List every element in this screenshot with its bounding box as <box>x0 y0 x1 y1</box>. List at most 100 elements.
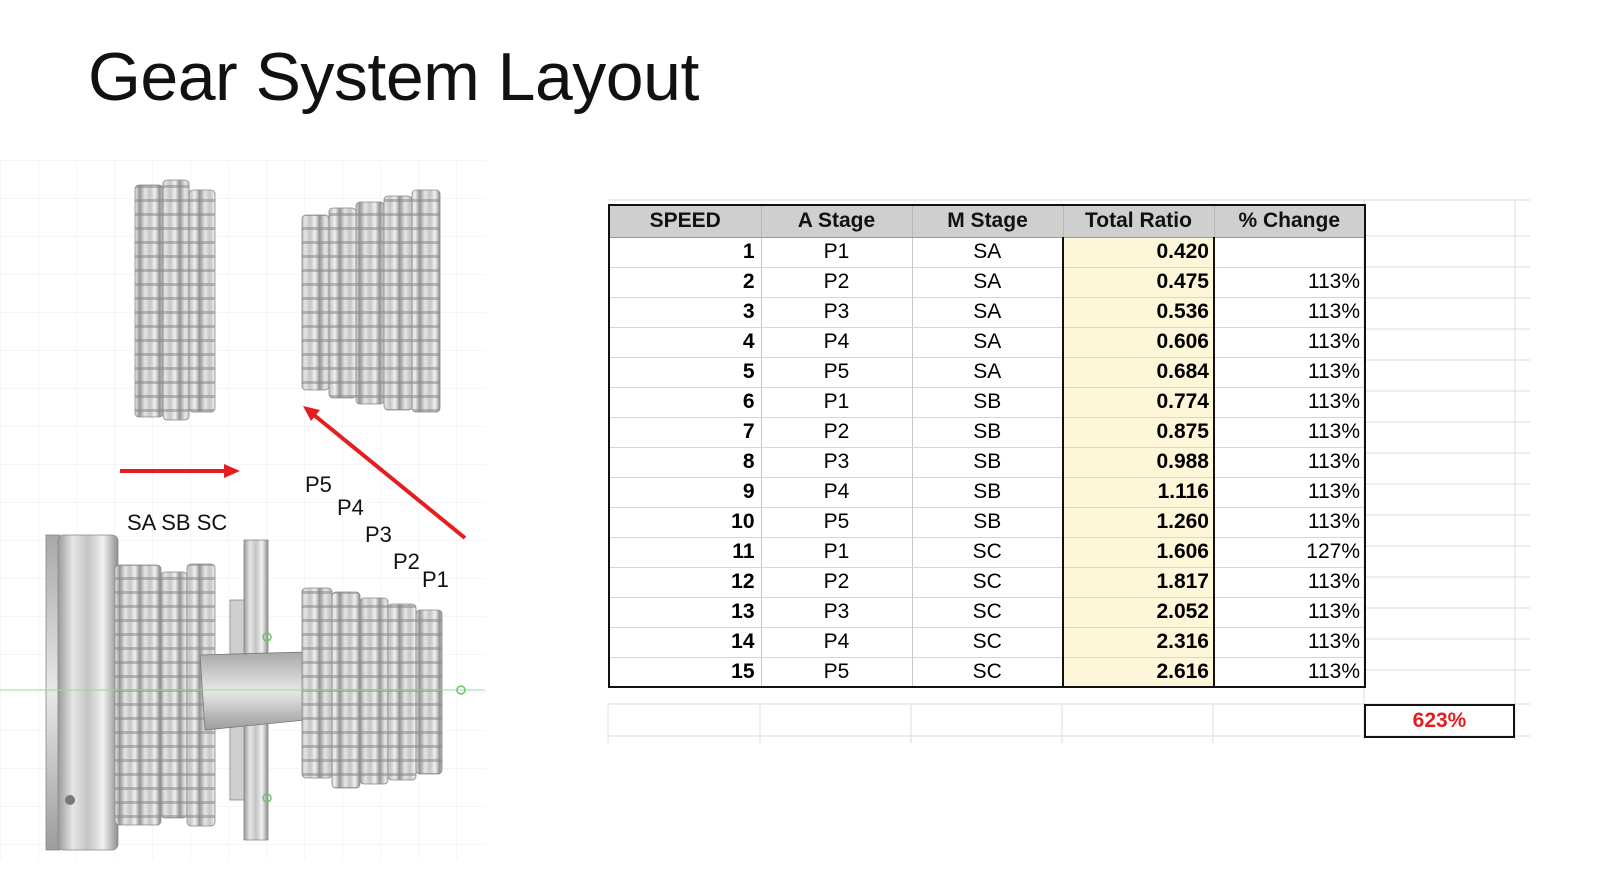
pct-change-cell[interactable]: 113% <box>1214 567 1366 598</box>
total-ratio-cell[interactable]: 0.475 <box>1062 267 1215 298</box>
a-stage-cell[interactable]: P4 <box>761 327 913 358</box>
a-stage-cell[interactable]: P4 <box>761 627 913 658</box>
pct-change-cell[interactable]: 113% <box>1214 297 1366 328</box>
speed-cell[interactable]: 10 <box>609 507 762 538</box>
speed-cell[interactable]: 2 <box>609 267 762 298</box>
a-stage-cell[interactable]: P2 <box>761 567 913 598</box>
total-ratio-cell[interactable]: 0.774 <box>1062 387 1215 418</box>
a-stage-cell[interactable]: P2 <box>761 267 913 298</box>
m-stage-cell[interactable]: SC <box>912 657 1064 688</box>
total-ratio-cell[interactable]: 0.536 <box>1062 297 1215 328</box>
pct-change-cell[interactable]: 113% <box>1214 597 1366 628</box>
m-stage-cell[interactable]: SA <box>912 297 1064 328</box>
total-ratio-cell[interactable]: 2.616 <box>1062 657 1215 688</box>
total-ratio-cell[interactable]: 1.260 <box>1062 507 1215 538</box>
table-row: 4 P4 SA 0.606 113% <box>609 327 1366 358</box>
speed-cell[interactable]: 9 <box>609 477 762 508</box>
total-ratio-cell[interactable]: 0.684 <box>1062 357 1215 388</box>
speed-cell[interactable]: 14 <box>609 627 762 658</box>
a-stage-cell[interactable]: P1 <box>761 537 913 568</box>
gear-cad-drawing <box>0 160 485 860</box>
m-stage-cell[interactable]: SB <box>912 447 1064 478</box>
total-ratio-cell[interactable]: 1.817 <box>1062 567 1215 598</box>
pct-change-cell[interactable] <box>1214 237 1366 268</box>
header-pct-change: % Change <box>1214 205 1366 238</box>
a-stage-cell[interactable]: P4 <box>761 477 913 508</box>
table-row: 6 P1 SB 0.774 113% <box>609 387 1366 418</box>
label-p2: P2 <box>393 549 420 574</box>
label-sa-sb-sc: SA SB SC <box>127 510 228 535</box>
m-stage-cell[interactable]: SA <box>912 267 1064 298</box>
overall-change-cell[interactable]: 623% <box>1364 704 1515 738</box>
m-stage-cell[interactable]: SA <box>912 237 1064 268</box>
speed-cell[interactable]: 6 <box>609 387 762 418</box>
m-stage-cell[interactable]: SB <box>912 417 1064 448</box>
a-stage-cell[interactable]: P3 <box>761 597 913 628</box>
table-row: 1 P1 SA 0.420 <box>609 237 1366 268</box>
pct-change-cell[interactable]: 113% <box>1214 387 1366 418</box>
table-row: 3 P3 SA 0.536 113% <box>609 297 1366 328</box>
header-total-ratio: Total Ratio <box>1063 205 1215 238</box>
speed-cell[interactable]: 3 <box>609 297 762 328</box>
table-header-row: SPEED A Stage M Stage Total Ratio % Chan… <box>609 205 1366 238</box>
m-stage-cell[interactable]: SB <box>912 387 1064 418</box>
total-ratio-cell[interactable]: 0.420 <box>1062 237 1215 268</box>
m-stage-cell[interactable]: SC <box>912 627 1064 658</box>
shift-arrows <box>120 406 467 540</box>
pct-change-cell[interactable]: 113% <box>1214 417 1366 448</box>
m-stage-cell[interactable]: SB <box>912 477 1064 508</box>
label-p1: P1 <box>422 567 449 592</box>
table-row: 11 P1 SC 1.606 127% <box>609 537 1366 568</box>
pct-change-cell[interactable]: 113% <box>1214 327 1366 358</box>
a-stage-cell[interactable]: P5 <box>761 357 913 388</box>
pct-change-cell[interactable]: 113% <box>1214 357 1366 388</box>
table-row: 7 P2 SB 0.875 113% <box>609 417 1366 448</box>
total-ratio-cell[interactable]: 2.316 <box>1062 627 1215 658</box>
m-stage-cell[interactable]: SA <box>912 327 1064 358</box>
pct-change-cell[interactable]: 113% <box>1214 507 1366 538</box>
table-row: 2 P2 SA 0.475 113% <box>609 267 1366 298</box>
pct-change-cell[interactable]: 113% <box>1214 657 1366 688</box>
s-gear-stack <box>134 179 216 421</box>
pct-change-cell[interactable]: 113% <box>1214 447 1366 478</box>
speed-cell[interactable]: 15 <box>609 657 762 688</box>
a-stage-cell[interactable]: P5 <box>761 657 913 688</box>
table-row: 8 P3 SB 0.988 113% <box>609 447 1366 478</box>
speed-cell[interactable]: 5 <box>609 357 762 388</box>
slide-title: Gear System Layout <box>88 39 699 115</box>
m-stage-cell[interactable]: SA <box>912 357 1064 388</box>
pct-change-cell[interactable]: 113% <box>1214 627 1366 658</box>
speed-cell[interactable]: 11 <box>609 537 762 568</box>
a-stage-cell[interactable]: P1 <box>761 237 913 268</box>
gear-ratio-table: SPEED A Stage M Stage Total Ratio % Chan… <box>608 204 1366 688</box>
m-stage-cell[interactable]: SB <box>912 507 1064 538</box>
total-ratio-cell[interactable]: 2.052 <box>1062 597 1215 628</box>
table-row: 9 P4 SB 1.116 113% <box>609 477 1366 508</box>
assembled-gearbox <box>0 534 485 851</box>
pct-change-cell[interactable]: 113% <box>1214 267 1366 298</box>
table-row: 12 P2 SC 1.817 113% <box>609 567 1366 598</box>
pct-change-cell[interactable]: 127% <box>1214 537 1366 568</box>
speed-cell[interactable]: 13 <box>609 597 762 628</box>
total-ratio-cell[interactable]: 1.606 <box>1062 537 1215 568</box>
speed-cell[interactable]: 8 <box>609 447 762 478</box>
total-ratio-cell[interactable]: 1.116 <box>1062 477 1215 508</box>
total-ratio-cell[interactable]: 0.988 <box>1062 447 1215 478</box>
total-ratio-cell[interactable]: 0.875 <box>1062 417 1215 448</box>
a-stage-cell[interactable]: P3 <box>761 297 913 328</box>
speed-cell[interactable]: 7 <box>609 417 762 448</box>
total-ratio-cell[interactable]: 0.606 <box>1062 327 1215 358</box>
speed-cell[interactable]: 1 <box>609 237 762 268</box>
a-stage-cell[interactable]: P1 <box>761 387 913 418</box>
m-stage-cell[interactable]: SC <box>912 567 1064 598</box>
a-stage-cell[interactable]: P2 <box>761 417 913 448</box>
a-stage-cell[interactable]: P3 <box>761 447 913 478</box>
speed-cell[interactable]: 12 <box>609 567 762 598</box>
a-stage-cell[interactable]: P5 <box>761 507 913 538</box>
m-stage-cell[interactable]: SC <box>912 537 1064 568</box>
speed-cell[interactable]: 4 <box>609 327 762 358</box>
pct-change-cell[interactable]: 113% <box>1214 477 1366 508</box>
p-gear-stack <box>301 189 441 413</box>
m-stage-cell[interactable]: SC <box>912 597 1064 628</box>
header-speed: SPEED <box>609 205 762 238</box>
